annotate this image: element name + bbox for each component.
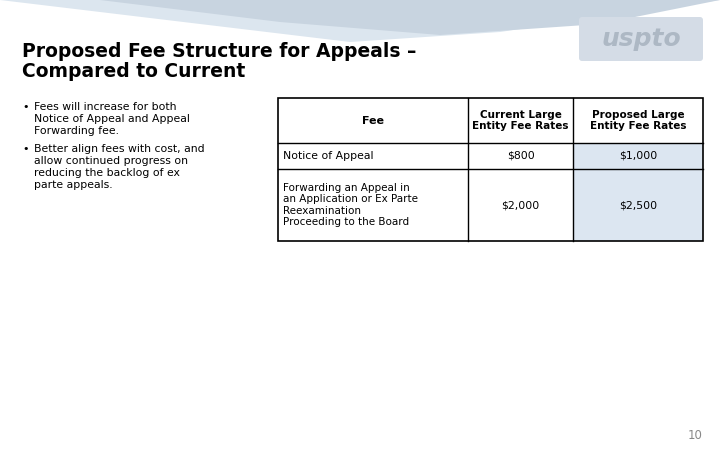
Bar — [278, 143, 703, 169]
Text: Notice of Appeal and Appeal: Notice of Appeal and Appeal — [34, 114, 190, 124]
Text: •: • — [22, 144, 29, 154]
Text: Current Large
Entity Fee Rates: Current Large Entity Fee Rates — [472, 110, 569, 131]
Text: Proposed Large
Entity Fee Rates: Proposed Large Entity Fee Rates — [590, 110, 686, 131]
Text: Forwarding fee.: Forwarding fee. — [34, 126, 119, 136]
Text: Compared to Current: Compared to Current — [22, 62, 246, 81]
Text: $2,000: $2,000 — [501, 200, 539, 210]
Text: $800: $800 — [507, 151, 534, 161]
Bar — [278, 98, 703, 143]
Text: 10: 10 — [688, 429, 703, 442]
Text: reducing the backlog of ex: reducing the backlog of ex — [34, 168, 180, 178]
Text: $2,500: $2,500 — [619, 200, 657, 210]
Bar — [278, 98, 703, 241]
Text: allow continued progress on: allow continued progress on — [34, 156, 188, 166]
Polygon shape — [100, 0, 720, 35]
Text: Notice of Appeal: Notice of Appeal — [283, 151, 374, 161]
Text: Forwarding an Appeal in
an Application or Ex Parte
Reexamination
Proceeding to t: Forwarding an Appeal in an Application o… — [283, 183, 418, 227]
Text: Fee: Fee — [362, 116, 384, 126]
Text: Fees will increase for both: Fees will increase for both — [34, 102, 176, 112]
Bar — [573, 143, 703, 169]
Text: Better align fees with cost, and: Better align fees with cost, and — [34, 144, 204, 154]
Text: $1,000: $1,000 — [619, 151, 657, 161]
Text: •: • — [22, 102, 29, 112]
Bar — [278, 169, 703, 241]
Text: Proposed Fee Structure for Appeals –: Proposed Fee Structure for Appeals – — [22, 42, 416, 61]
Bar — [573, 169, 703, 241]
Text: parte appeals.: parte appeals. — [34, 180, 112, 190]
Polygon shape — [0, 0, 720, 42]
FancyBboxPatch shape — [579, 17, 703, 61]
Text: uspto: uspto — [601, 27, 681, 51]
